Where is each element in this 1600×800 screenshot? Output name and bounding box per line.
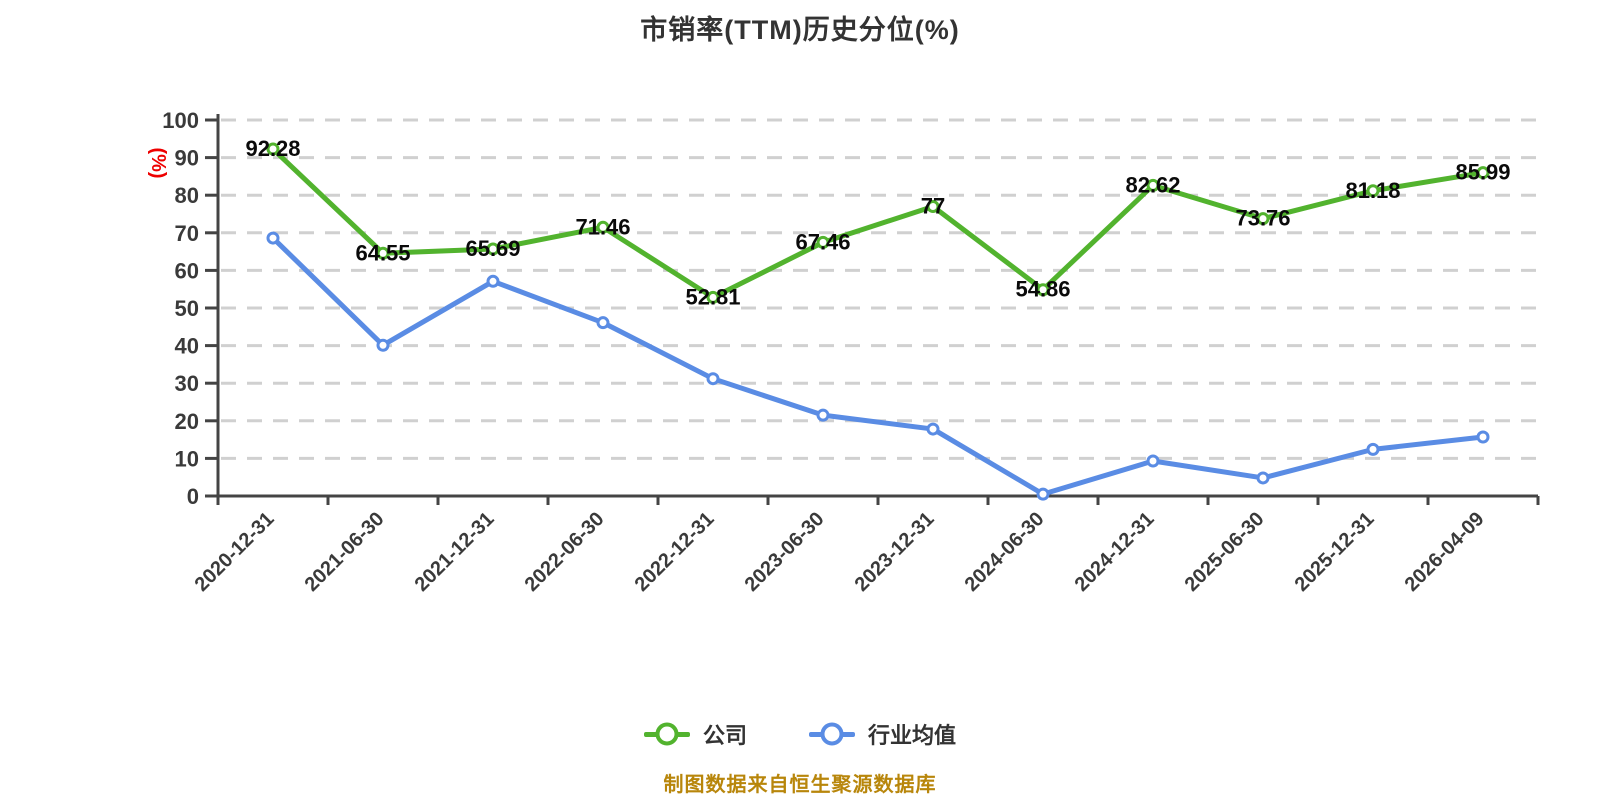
svg-text:2024-12-31: 2024-12-31: [1071, 508, 1159, 596]
svg-text:100: 100: [162, 108, 199, 133]
svg-text:60: 60: [175, 258, 199, 283]
svg-text:81.18: 81.18: [1345, 178, 1400, 203]
y-axis-ticks: 0 10 20 30 40 50 60 70 80 90 100: [162, 108, 218, 509]
svg-text:71.46: 71.46: [575, 214, 630, 239]
svg-text:52.81: 52.81: [685, 284, 740, 309]
svg-text:77: 77: [921, 193, 945, 218]
legend-label-industry-average: 行业均值: [868, 723, 957, 748]
svg-text:90: 90: [175, 146, 199, 171]
legend: 公司 行业均值: [0, 718, 1600, 750]
svg-text:2020-12-31: 2020-12-31: [191, 508, 279, 596]
svg-text:2021-06-30: 2021-06-30: [301, 508, 389, 596]
svg-text:2022-12-31: 2022-12-31: [631, 508, 719, 596]
svg-text:50: 50: [175, 296, 199, 321]
svg-text:65.69: 65.69: [465, 236, 520, 261]
svg-text:2021-12-31: 2021-12-31: [411, 508, 499, 596]
svg-text:2024-06-30: 2024-06-30: [961, 508, 1049, 596]
svg-text:2026-04-09: 2026-04-09: [1401, 508, 1489, 596]
axes: [216, 114, 1538, 498]
data-labels: 92.28 64.55 65.69 71.46 52.81 67.46 77 54.86 82.…: [245, 136, 1510, 309]
industry-series-marker-icon: [809, 722, 855, 746]
company-series-marker-icon: [643, 722, 690, 746]
svg-text:2025-06-30: 2025-06-30: [1181, 508, 1269, 596]
series-company: [266, 142, 1490, 304]
svg-text:67.46: 67.46: [795, 229, 850, 254]
svg-text:54.86: 54.86: [1015, 277, 1070, 302]
x-axis-ticks: 2020-12-31 2021-06-30 2021-12-31 2022-06-30…: [191, 496, 1540, 596]
svg-text:80: 80: [175, 183, 199, 208]
svg-text:40: 40: [175, 334, 199, 359]
svg-text:2025-12-31: 2025-12-31: [1291, 508, 1379, 596]
svg-text:2023-06-30: 2023-06-30: [741, 508, 829, 596]
svg-text:10: 10: [175, 446, 199, 471]
chart-title: 市销率(TTM)历史分位(%): [640, 15, 960, 45]
svg-text:2023-12-31: 2023-12-31: [851, 508, 939, 596]
svg-text:0: 0: [187, 484, 199, 509]
svg-text:64.55: 64.55: [355, 240, 410, 265]
svg-text:92.28: 92.28: [245, 136, 300, 161]
svg-text:20: 20: [175, 409, 199, 434]
legend-item-company[interactable]: 公司: [643, 718, 747, 750]
series-industry-average: [266, 231, 1490, 501]
svg-text:82.62: 82.62: [1125, 172, 1180, 197]
gridlines: [221, 118, 1538, 460]
data-source-caption: 制图数据来自恒生聚源数据库: [663, 774, 937, 796]
svg-text:85.99: 85.99: [1455, 160, 1510, 185]
svg-text:2022-06-30: 2022-06-30: [521, 508, 609, 596]
industry-series-point-icon: [820, 722, 844, 746]
svg-text:70: 70: [175, 221, 199, 246]
legend-label-company: 公司: [702, 723, 747, 748]
svg-text:30: 30: [175, 371, 199, 396]
svg-text:73.76: 73.76: [1235, 206, 1290, 231]
y-axis-unit-label: (%): [147, 147, 169, 179]
legend-item-industry-average[interactable]: 行业均值: [809, 718, 956, 750]
company-series-point-icon: [655, 722, 679, 746]
